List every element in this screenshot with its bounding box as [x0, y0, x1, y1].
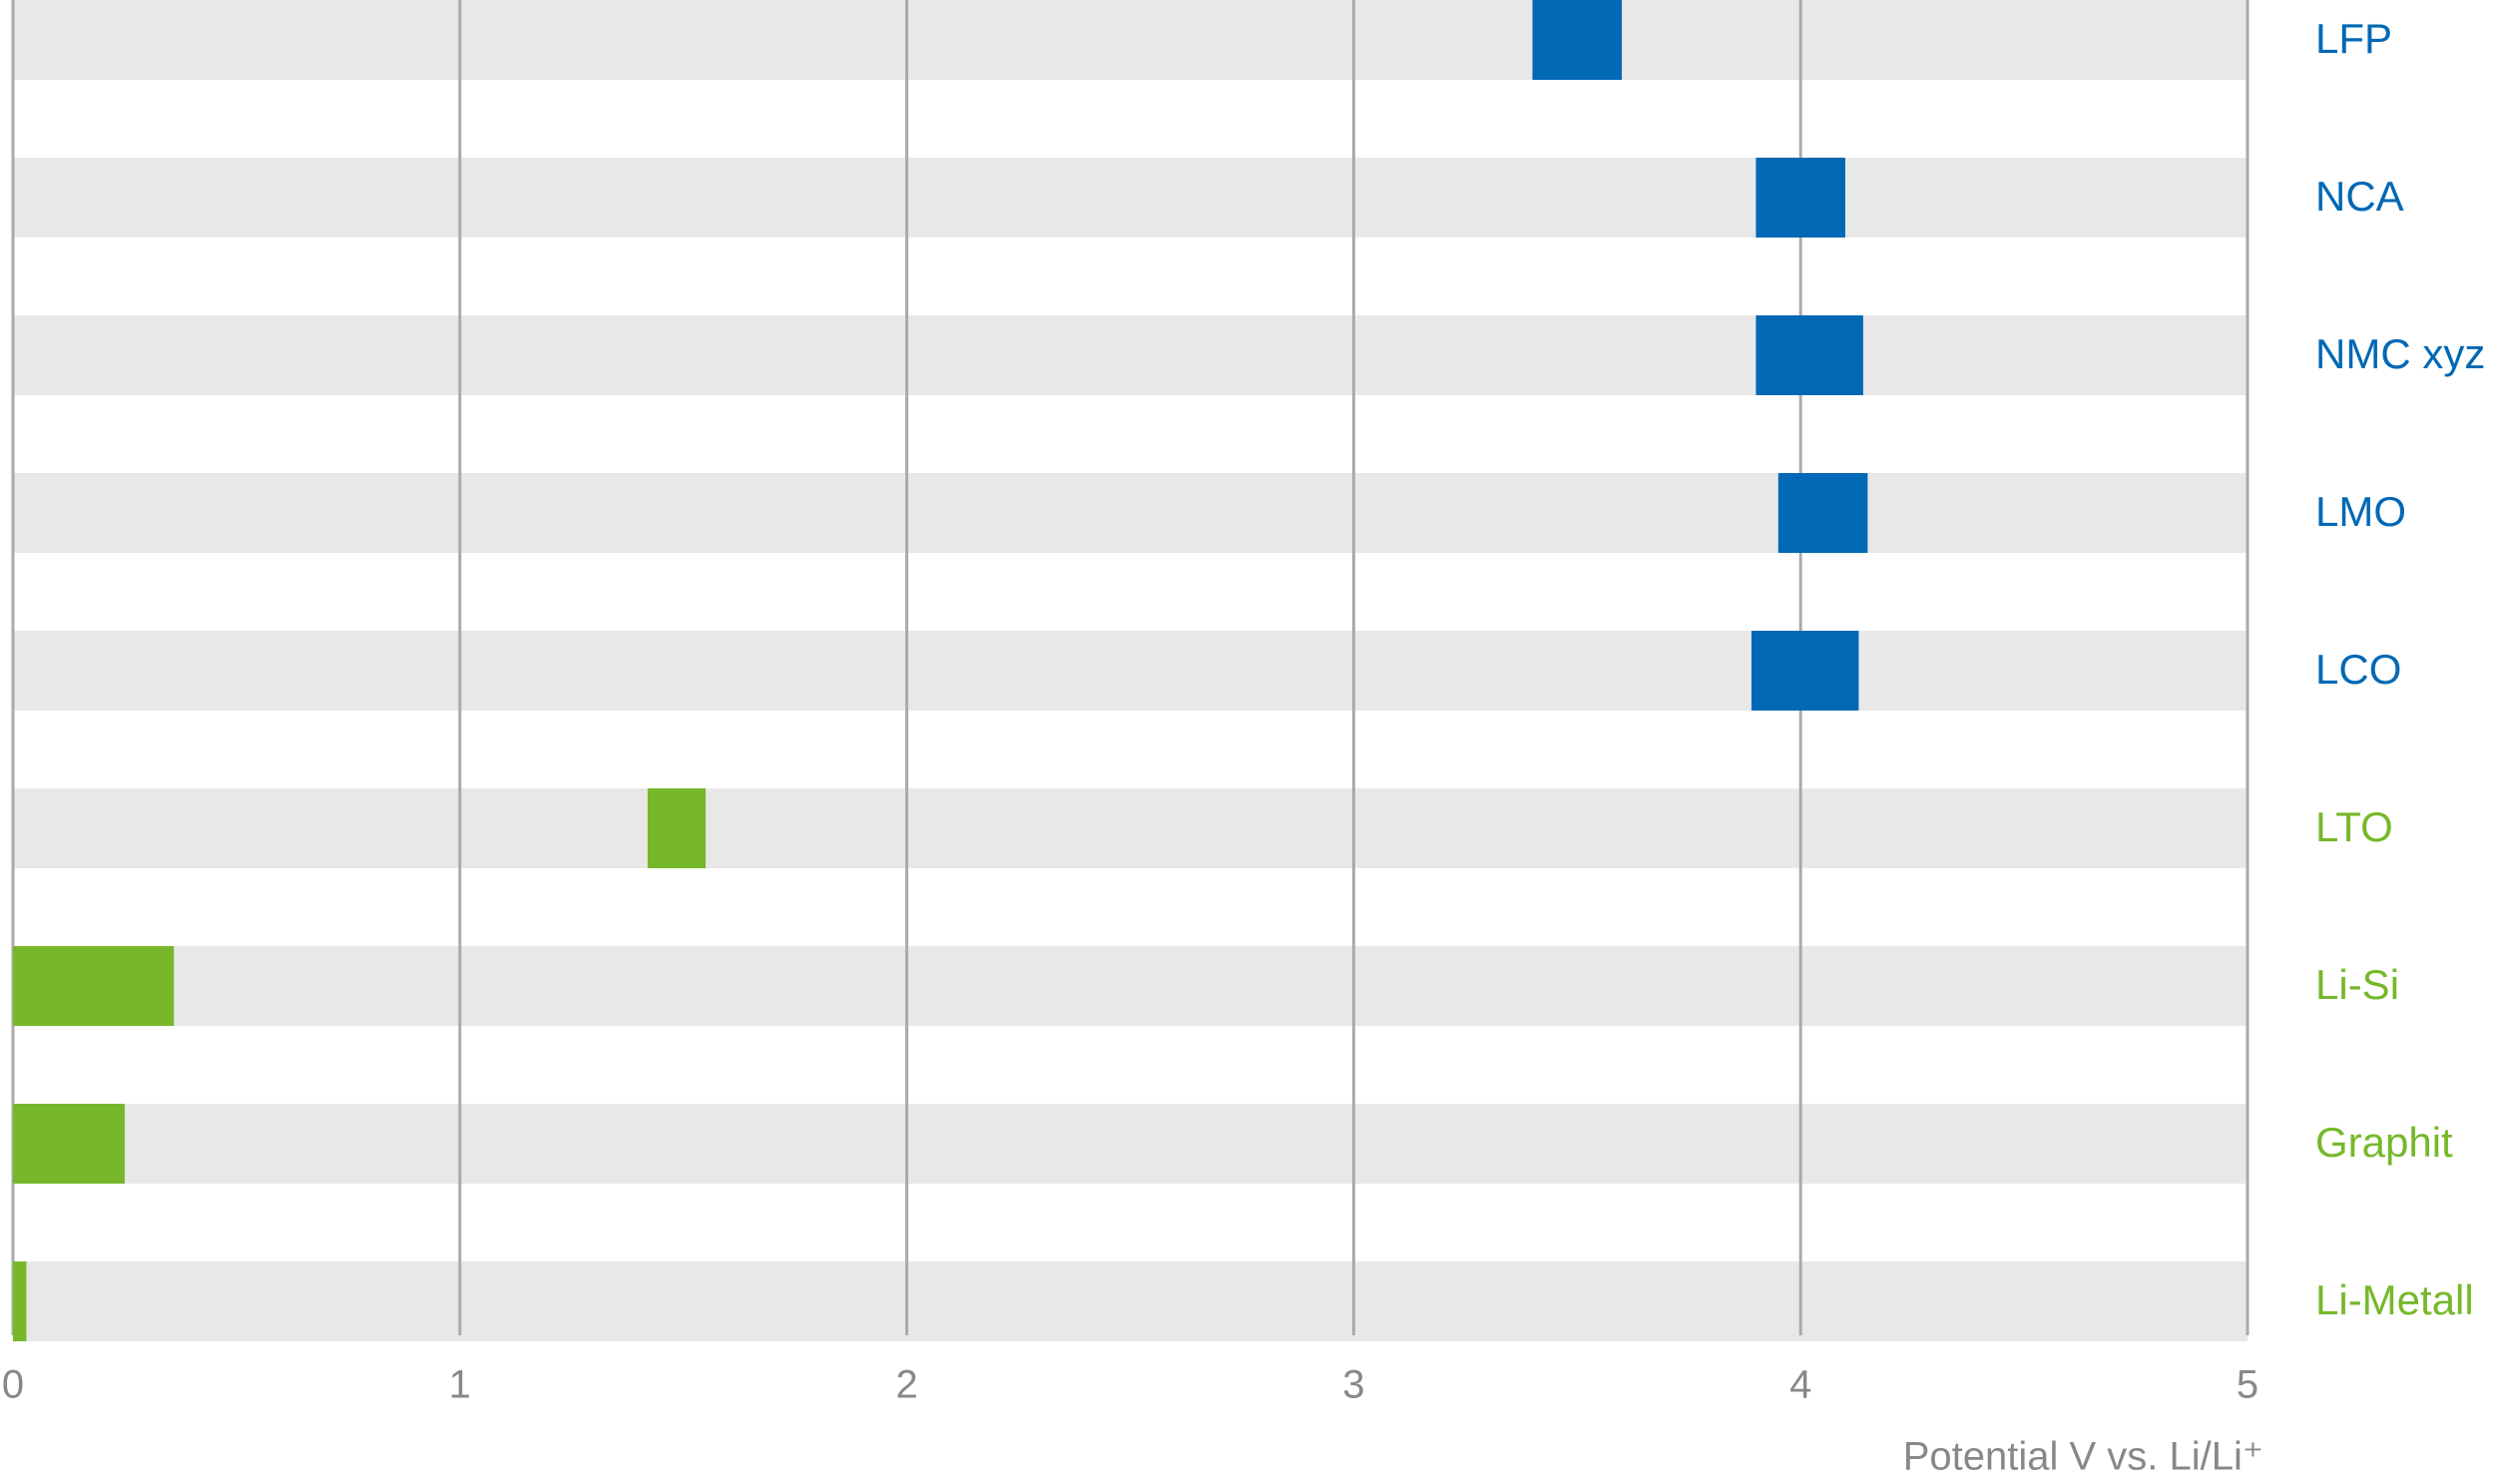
row-band — [13, 1104, 2248, 1184]
bar — [1755, 158, 1845, 238]
row-band — [13, 315, 2248, 395]
x-tick-label: 4 — [1789, 1363, 1811, 1407]
row-band — [13, 631, 2248, 711]
bar — [1750, 631, 1859, 711]
row-band — [13, 788, 2248, 868]
category-label: NMC xyz — [2315, 330, 2485, 377]
row-band — [13, 473, 2248, 553]
bar — [13, 946, 175, 1026]
category-label: LTO — [2315, 803, 2393, 850]
x-tick-label: 1 — [449, 1363, 471, 1407]
category-label: LFP — [2315, 15, 2392, 62]
category-label: Li-Si — [2315, 961, 2399, 1008]
bar — [1755, 315, 1863, 395]
bar — [13, 1104, 125, 1184]
x-tick-label: 0 — [2, 1363, 24, 1407]
bar — [13, 1261, 27, 1341]
row-band — [13, 946, 2248, 1026]
row-band — [13, 1261, 2248, 1341]
bar — [647, 788, 707, 868]
row-band — [13, 158, 2248, 238]
category-label: Li-Metall — [2315, 1276, 2474, 1323]
x-tick-label: 3 — [1342, 1363, 1364, 1407]
x-tick-label: 2 — [895, 1363, 917, 1407]
x-axis-title: Potential V vs. Li/Li⁺ — [1903, 1435, 2263, 1479]
category-label: LCO — [2315, 646, 2401, 693]
bar — [1777, 473, 1868, 553]
row-band — [13, 0, 2248, 80]
category-label: LMO — [2315, 488, 2406, 535]
category-label: Graphit — [2315, 1119, 2453, 1166]
bar — [1532, 0, 1623, 80]
x-tick-label: 5 — [2237, 1363, 2258, 1407]
category-label: NCA — [2315, 173, 2404, 220]
